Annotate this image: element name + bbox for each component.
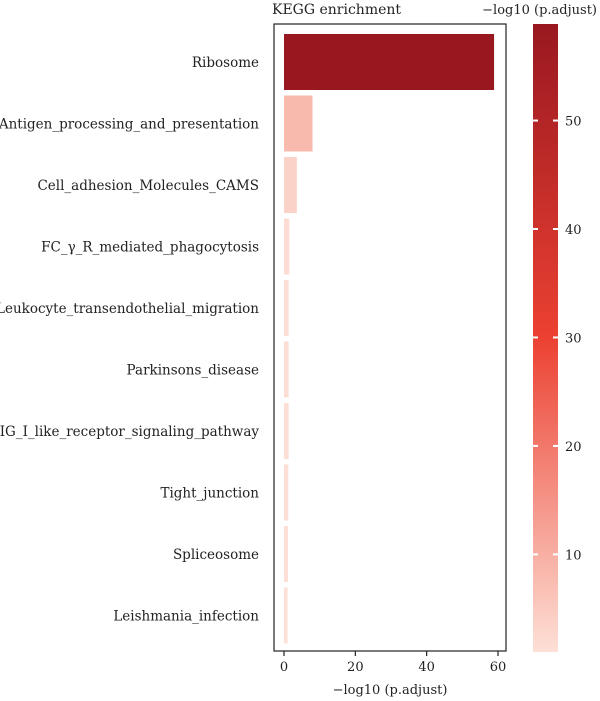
category-label-8: Spliceosome xyxy=(173,547,259,563)
category-label-3: FC_γ_R_mediated_phagocytosis xyxy=(41,240,259,256)
category-label-4: Leukocyte_transendothelial_migration xyxy=(0,301,259,317)
bar-7 xyxy=(284,464,289,521)
category-label-6: RIG_I_like_receptor_signaling_pathway xyxy=(0,424,259,440)
x-tick-label-3: 60 xyxy=(490,660,507,675)
category-label-7: Tight_junction xyxy=(160,486,259,502)
plot-frame xyxy=(273,23,507,652)
bar-0 xyxy=(284,34,495,90)
x-axis-label: −log10 (p.adjust) xyxy=(333,683,448,698)
bar-3 xyxy=(284,218,290,275)
bar-4 xyxy=(284,280,289,336)
x-tick-label-2: 40 xyxy=(418,660,435,675)
bar-2 xyxy=(284,157,297,213)
category-label-9: Leishmania_infection xyxy=(113,609,259,625)
colorbar-tick-label-1: 20 xyxy=(565,440,582,455)
colorbar-tick-label-0: 10 xyxy=(565,548,582,563)
bars-group xyxy=(284,34,495,644)
bar-1 xyxy=(284,95,313,152)
category-label-1: Antigen_processing_and_presentation xyxy=(0,117,259,133)
colorbar-tick-label-3: 40 xyxy=(565,223,582,238)
bar-9 xyxy=(284,587,288,644)
category-label-0: Ribosome xyxy=(192,55,259,71)
bar-8 xyxy=(284,526,288,582)
category-label-5: Parkinsons_disease xyxy=(127,363,259,379)
bar-6 xyxy=(284,403,289,459)
bar-5 xyxy=(284,341,289,398)
colorbar-ticks-group: 10 20 30 40 50 xyxy=(533,115,582,563)
x-tick-label-0: 0 xyxy=(280,660,288,675)
x-tick-label-1: 20 xyxy=(347,660,364,675)
x-axis-ticks-group: 0 20 40 60 xyxy=(280,651,506,675)
category-labels-group: Ribosome Antigen_processing_and_presentat… xyxy=(0,55,259,625)
chart-title: KEGG enrichment xyxy=(272,2,401,18)
colorbar-title: −log10 (p.adjust) xyxy=(482,3,597,18)
colorbar-tick-label-2: 30 xyxy=(565,331,582,346)
category-label-2: Cell_adhesion_Molecules_CAMS xyxy=(37,178,259,194)
colorbar-tick-label-4: 50 xyxy=(565,115,582,130)
